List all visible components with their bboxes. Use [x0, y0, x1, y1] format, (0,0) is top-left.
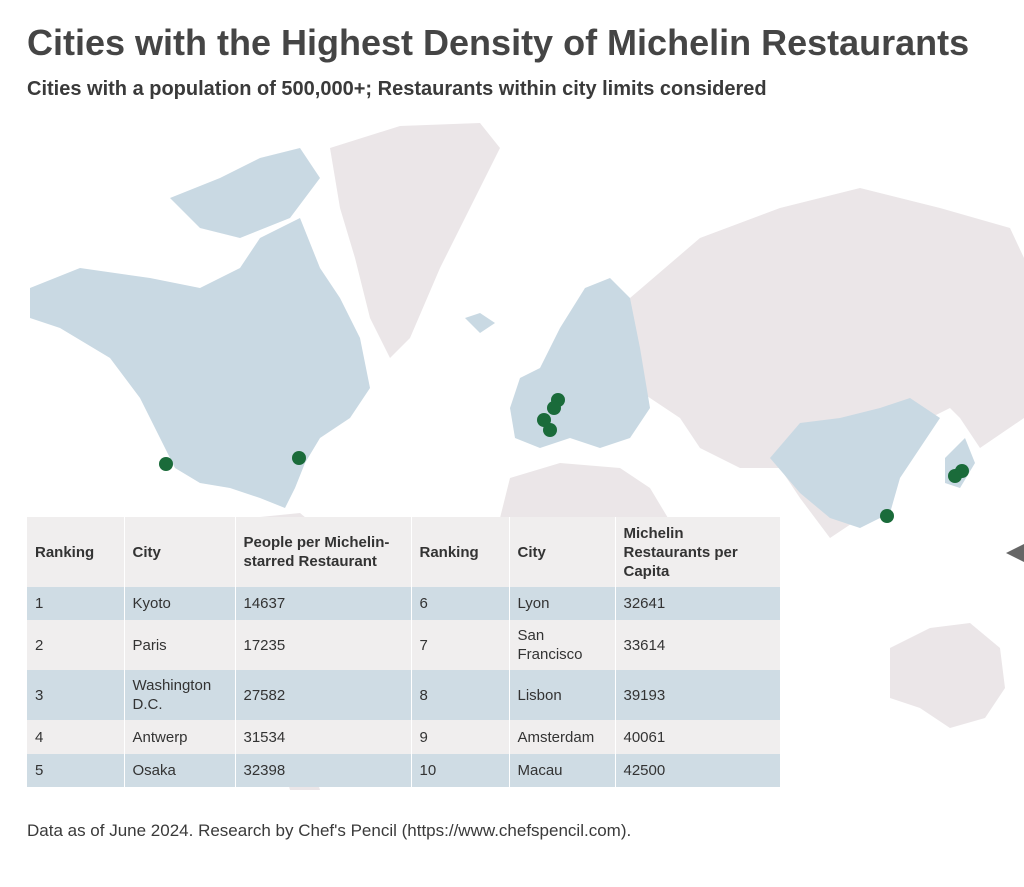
table-cell: 10 — [411, 754, 510, 787]
city-marker — [880, 509, 894, 523]
table-cell: 5 — [27, 754, 125, 787]
china — [770, 398, 940, 528]
table-cell: Antwerp — [124, 720, 236, 754]
table-cell: 17235 — [235, 620, 412, 670]
city-marker — [948, 469, 962, 483]
subtitle: Cities with a population of 500,000+; Re… — [27, 78, 767, 100]
table-cell: 7 — [411, 620, 510, 670]
table-row: 4 Antwerp 31534 9 Amsterdam 40061 — [27, 720, 781, 754]
australia — [890, 623, 1005, 728]
asia — [620, 188, 1024, 538]
table-cell: 6 — [411, 587, 510, 620]
table-cell: 27582 — [235, 670, 412, 720]
land-blue — [30, 148, 975, 528]
table-row: 3 Washington D.C. 27582 8 Lisbon 39193 — [27, 670, 781, 720]
table-cell: 14637 — [235, 587, 412, 620]
column-header: Ranking — [411, 517, 510, 587]
table-cell: Amsterdam — [509, 720, 616, 754]
city-marker — [159, 457, 173, 471]
table-cell: Kyoto — [124, 587, 236, 620]
table-row: 5 Osaka 32398 10 Macau 42500 — [27, 754, 781, 787]
north-america — [30, 218, 370, 508]
table-cell: 1 — [27, 587, 125, 620]
table-cell: 42500 — [615, 754, 781, 787]
scroll-arrow[interactable] — [1006, 544, 1024, 562]
table-cell: 39193 — [615, 670, 781, 720]
table-cell: 8 — [411, 670, 510, 720]
table-body: 1 Kyoto 14637 6 Lyon 32641 2 Paris 17235 7 San Fra… — [27, 587, 781, 787]
column-header: Ranking — [27, 517, 125, 587]
table-cell: 3 — [27, 670, 125, 720]
table-cell: 4 — [27, 720, 125, 754]
table-cell: 33614 — [615, 620, 781, 670]
column-header: People per Michelin-starred Restaurant — [235, 517, 412, 587]
iceland — [465, 313, 495, 333]
city-markers — [159, 393, 969, 523]
city-marker — [292, 451, 306, 465]
table-cell: Paris — [124, 620, 236, 670]
table-row: 2 Paris 17235 7 San Francisco 33614 — [27, 620, 781, 670]
table-cell: 32398 — [235, 754, 412, 787]
column-header: Michelin Restaurants per Capita — [615, 517, 781, 587]
city-marker — [543, 423, 557, 437]
footer: Data as of June 2024. Research by Chef's… — [27, 821, 632, 840]
table-cell: Washington D.C. — [124, 670, 236, 720]
column-header: City — [124, 517, 236, 587]
table-cell: San Francisco — [509, 620, 616, 670]
table-cell: 2 — [27, 620, 125, 670]
europe — [510, 278, 650, 448]
table-cell: 32641 — [615, 587, 781, 620]
title: Cities with the Highest Density of Miche… — [27, 22, 970, 63]
table-cell: 31534 — [235, 720, 412, 754]
greenland — [330, 123, 500, 358]
table-cell: Lyon — [509, 587, 616, 620]
table-row: 1 Kyoto 14637 6 Lyon 32641 — [27, 587, 781, 620]
ranking-table: Ranking City People per Michelin-starred R… — [27, 517, 781, 787]
table-cell: Osaka — [124, 754, 236, 787]
table-cell: Macau — [509, 754, 616, 787]
table-cell: 40061 — [615, 720, 781, 754]
world-map — [30, 123, 1024, 790]
arctic-islands — [170, 148, 320, 238]
column-header: City — [509, 517, 616, 587]
header-row: Ranking City People per Michelin-starred R… — [27, 517, 781, 587]
table-cell: Lisbon — [509, 670, 616, 720]
city-marker — [547, 401, 561, 415]
table-cell: 9 — [411, 720, 510, 754]
